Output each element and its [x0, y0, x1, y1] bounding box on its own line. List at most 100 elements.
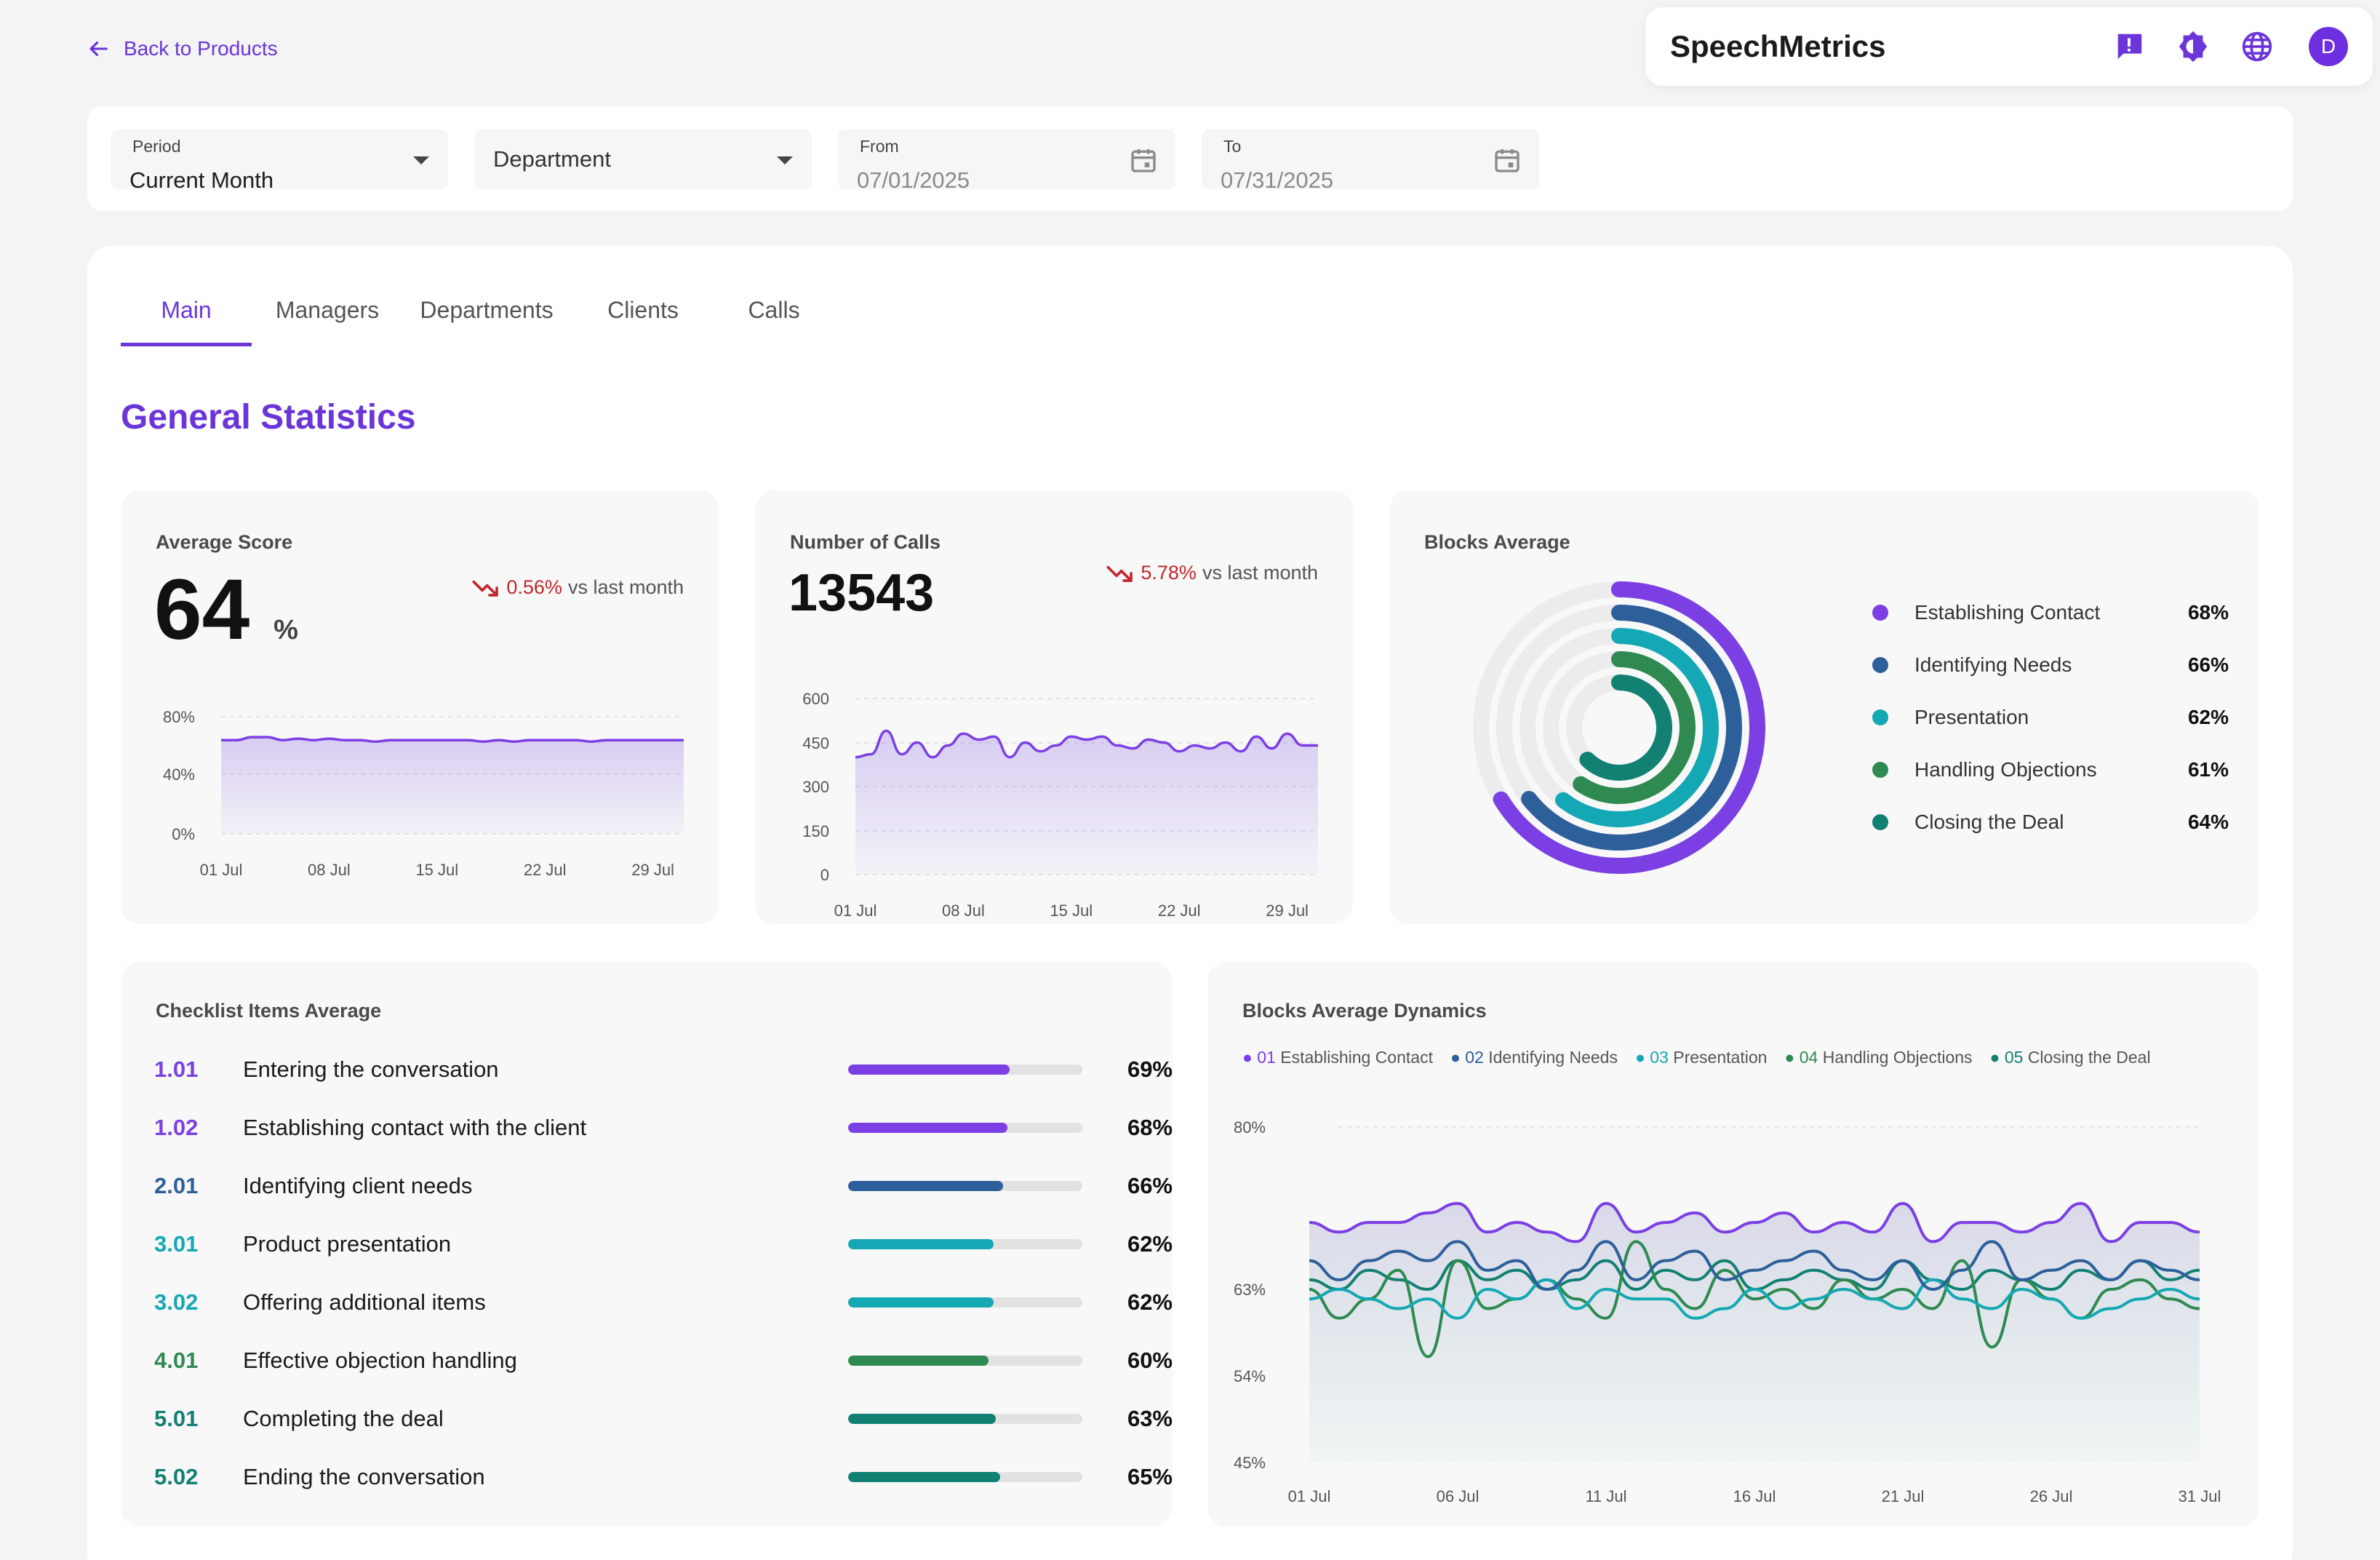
checklist-progress-fill [848, 1472, 1001, 1482]
legend-number: 04 [1799, 1048, 1818, 1067]
number-of-calls-delta-value: 5.78% [1141, 562, 1197, 584]
blocks-legend-item: Establishing Contact 68% [1872, 601, 2229, 624]
checklist-number: 1.01 [154, 1056, 199, 1082]
legend-dot: ● [1989, 1048, 2005, 1067]
legend-dot [1872, 762, 1888, 778]
period-value: Current Month [129, 167, 274, 193]
tab-departments[interactable]: Departments [420, 297, 554, 323]
number-of-calls-value: 13543 [788, 564, 935, 622]
blocks-dynamics-legend: ● 01 Establishing Contact ● 02 Identifyin… [1242, 1048, 2151, 1067]
tab-calls[interactable]: Calls [748, 297, 800, 323]
average-score-delta: 0.56% vs last month [471, 576, 684, 599]
x-tick-label: 01 Jul [200, 861, 243, 879]
blocks-dynamics-title: Blocks Average Dynamics [1242, 1000, 1487, 1022]
y-tick-label: 54% [1234, 1367, 1266, 1385]
checklist-pct: 60% [1127, 1348, 1173, 1373]
checklist-row: 3.01 Product presentation 62% [154, 1222, 1173, 1266]
checklist-text: Identifying client needs [243, 1173, 473, 1198]
y-tick-label: 0% [172, 825, 195, 843]
checklist-progress-fill [848, 1239, 994, 1249]
average-score-delta-suffix: vs last month [567, 576, 684, 598]
checklist-row: 4.01 Effective objection handling 60% [154, 1339, 1173, 1382]
legend-dot: ● [1450, 1048, 1466, 1067]
checklist-progress-fill [848, 1297, 994, 1308]
average-score-unit: % [273, 615, 298, 645]
to-date-field[interactable]: To 07/31/2025 [1202, 130, 1539, 193]
department-select[interactable]: Department [474, 130, 812, 189]
blocks-legend-item: Identifying Needs 66% [1872, 653, 2229, 677]
x-tick-label: 15 Jul [415, 861, 458, 879]
radial-arc [1521, 605, 1742, 851]
checklist-text: Entering the conversation [243, 1056, 499, 1082]
user-avatar[interactable]: D [2309, 27, 2348, 66]
brand-name: SpeechMetrics [1670, 29, 1886, 63]
checklist-row: 2.01 Identifying client needs 66% [154, 1164, 1173, 1208]
dynamics-legend-item[interactable]: ● 02 Identifying Needs [1450, 1048, 1618, 1067]
x-tick-label: 01 Jul [834, 902, 877, 920]
arrow-left-icon [89, 41, 108, 57]
x-tick-label: 29 Jul [631, 861, 674, 879]
back-to-products-link[interactable]: Back to Products [86, 36, 278, 61]
legend-dot [1872, 657, 1888, 673]
legend-dot [1872, 814, 1888, 830]
period-label: Period [132, 137, 181, 156]
blocks-legend-item: Handling Objections 61% [1872, 758, 2229, 781]
period-select[interactable]: Period Current Month [111, 130, 448, 193]
y-tick-label: 80% [1234, 1118, 1266, 1137]
checklist-progress-bar [848, 1181, 1082, 1191]
average-score-chart: 80% 40% 0% 01 Jul 08 Jul 15 Jul 22 Jul 29 Jul [163, 709, 684, 879]
dynamics-legend-item[interactable]: ● 01 Establishing Contact [1242, 1048, 1433, 1067]
filters-bar: Period Current Month Department From 07/… [87, 106, 2293, 211]
checklist-progress-bar [848, 1472, 1082, 1482]
main-card: Main Managers Departments Clients Calls … [87, 246, 2293, 1560]
x-tick-label: 01 Jul [1288, 1487, 1331, 1505]
series-line [855, 729, 1318, 759]
dynamics-legend-item[interactable]: ● 04 Handling Objections [1784, 1048, 1972, 1067]
calendar-icon[interactable] [1493, 146, 1522, 175]
tab-clients[interactable]: Clients [607, 297, 679, 323]
checklist-title: Checklist Items Average [156, 1000, 382, 1022]
checklist-progress-bar [848, 1414, 1082, 1424]
checklist-progress-bar [848, 1297, 1082, 1308]
area-fill [221, 737, 684, 834]
checklist-progress-bar [848, 1356, 1082, 1366]
dynamics-legend-item[interactable]: ● 03 Presentation [1635, 1048, 1767, 1067]
blocks-legend-item: Presentation 62% [1872, 706, 2229, 729]
chevron-down-icon [777, 156, 793, 164]
series-line [1309, 1240, 2200, 1358]
trending-down-icon [1106, 565, 1133, 582]
to-value: 07/31/2025 [1221, 167, 1334, 193]
feedback-icon[interactable] [2111, 28, 2147, 65]
tab-managers[interactable]: Managers [275, 297, 380, 323]
legend-label: Closing the Deal [2027, 1048, 2151, 1067]
y-tick-label: 80% [163, 709, 195, 726]
theme-icon[interactable] [2175, 28, 2211, 65]
x-tick-label: 15 Jul [1050, 902, 1093, 920]
to-label: To [1223, 137, 1242, 156]
calendar-icon[interactable] [1129, 146, 1158, 175]
series-line [220, 736, 684, 743]
checklist-pct: 63% [1127, 1406, 1173, 1431]
legend-number: 03 [1650, 1048, 1669, 1067]
blocks-average-radial-chart [1473, 581, 1765, 874]
checklist-card: Checklist Items Average 1.01 Entering the… [121, 962, 1173, 1527]
from-label: From [860, 137, 899, 156]
checklist-text: Effective objection handling [243, 1348, 517, 1373]
globe-icon[interactable] [2239, 28, 2275, 65]
area-fill [1309, 1203, 2200, 1462]
dynamics-legend-item[interactable]: ● 05 Closing the Deal [1990, 1048, 2151, 1067]
checklist-number: 5.02 [154, 1464, 199, 1489]
legend-number: 01 [1257, 1048, 1276, 1067]
checklist-number: 5.01 [154, 1406, 199, 1431]
tab-main[interactable]: Main [121, 297, 252, 346]
average-score-delta-value: 0.56% [506, 576, 562, 598]
average-score-card: Average Score 64 % 0.56% vs last month 8… [121, 490, 719, 924]
from-date-field[interactable]: From 07/01/2025 [838, 130, 1175, 193]
blocks-legend-pct: 68% [2187, 601, 2229, 624]
legend-number: 05 [2004, 1048, 2024, 1067]
checklist-progress-fill [848, 1181, 1003, 1191]
checklist-text: Ending the conversation [243, 1464, 485, 1489]
number-of-calls-chart: 600 450 300 150 0 01 Jul 08 Jul 15 Jul 22 Jul 29 … [802, 690, 1318, 920]
checklist-row: 1.01 Entering the conversation 69% [154, 1048, 1173, 1091]
number-of-calls-delta-suffix: vs last month [1202, 562, 1318, 584]
